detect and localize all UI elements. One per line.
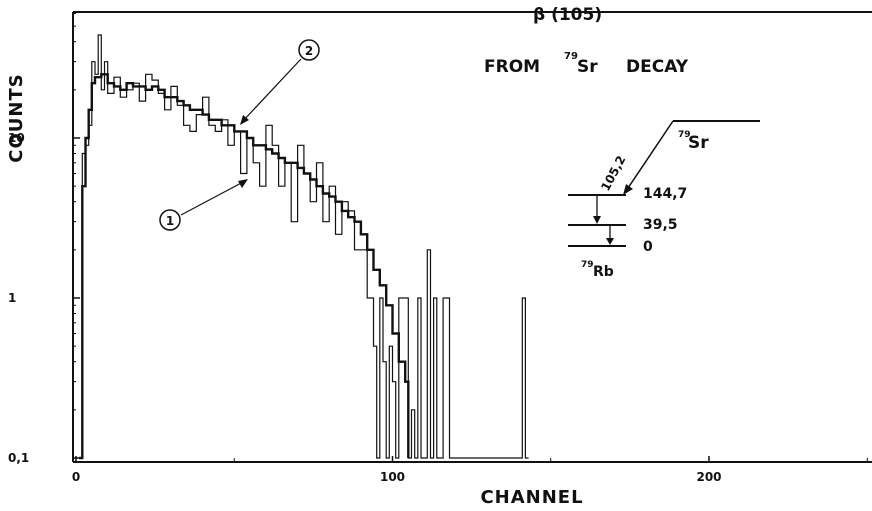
level-label-1: 144,7	[643, 186, 687, 202]
y-tick-label: 1	[8, 291, 16, 305]
daughter-element: Rb	[593, 264, 614, 280]
title-decay: DECAY	[626, 57, 689, 77]
parent-element: Sr	[688, 133, 709, 153]
title-mass-number: 79	[564, 51, 578, 62]
curve-1-label: 1	[166, 214, 174, 228]
y-axis-title: COUNTS	[6, 73, 27, 162]
level-label-3: 0	[643, 239, 653, 255]
x-tick-label: 0	[72, 470, 80, 484]
series-1-histogram	[79, 34, 529, 459]
curve-1-marker: 1	[159, 179, 248, 231]
y-tick-label: 10	[8, 131, 25, 145]
curve-2-marker: 2	[240, 39, 320, 125]
x-tick-label: 100	[380, 470, 405, 484]
title-from: FROM	[484, 57, 540, 77]
beta-transition	[625, 120, 674, 192]
parent-mass-number: 79	[678, 130, 691, 140]
level-label-2: 39,5	[643, 217, 678, 233]
series-2-histogram	[79, 73, 410, 460]
title-annotation: β (105) FROM 79 Sr DECAY	[484, 5, 689, 77]
beta-label: β (105)	[533, 5, 602, 25]
decay-scheme-inset: 79 Sr 105,2 144,7 39,5 0 79 Rb	[568, 120, 760, 280]
x-tick-label: 200	[696, 470, 721, 484]
x-axis-title: CHANNEL	[480, 487, 583, 508]
title-element: Sr	[577, 57, 598, 77]
curve-2-label: 2	[305, 44, 313, 58]
y-tick-label: 0,1	[8, 451, 29, 465]
spectrum-series	[79, 34, 529, 460]
transition-energy: 105,2	[598, 153, 628, 193]
daughter-mass-number: 79	[581, 260, 594, 270]
